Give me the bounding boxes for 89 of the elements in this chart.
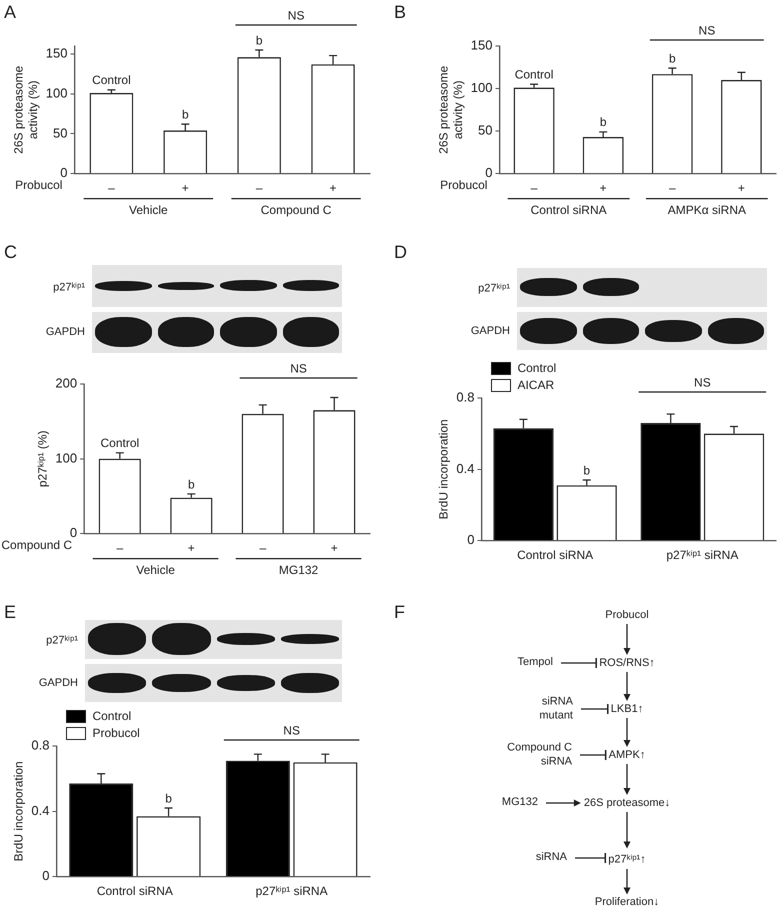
y-tick-label: 0	[60, 165, 68, 180]
y-tick-label: 0.8	[31, 738, 50, 753]
y-tick-label: 0	[42, 868, 50, 884]
chart-title: D	[394, 242, 407, 263]
legend-label: Probucol	[92, 725, 140, 742]
data-label: b	[165, 791, 172, 806]
x-tick-label: +	[182, 181, 189, 196]
y-tick-label: 0	[70, 525, 78, 540]
legend-label: Control	[92, 708, 132, 725]
y-tick-label: 200	[55, 376, 78, 391]
x-tick-label: p27ᵏⁱᵖ¹ siRNA	[256, 884, 328, 898]
x-tick-label: +	[738, 181, 745, 196]
text: Vehicle	[136, 562, 176, 577]
data-label: b	[182, 107, 189, 122]
text: Compound C siRNA	[506, 741, 572, 769]
text: ROS/RNS↑	[599, 657, 655, 669]
text: NS	[698, 23, 716, 38]
x-tick-label: –	[256, 181, 263, 196]
y-tick-label: 50	[53, 125, 68, 140]
y-axis-title: 26S proteasome activity (%)	[436, 65, 465, 154]
text: p27ᵏⁱᵖ¹	[478, 282, 510, 295]
data-label: b	[583, 463, 590, 478]
text: NS	[290, 361, 307, 376]
x-tick-label: p27ᵏⁱᵖ¹ siRNA	[666, 548, 738, 562]
chart-title: C	[4, 242, 17, 263]
y-tick-label: 150	[46, 46, 68, 61]
text: MG132	[278, 562, 319, 577]
x-tick-label: –	[259, 541, 266, 556]
text: Probucol	[605, 609, 649, 621]
text: F	[394, 602, 405, 623]
x-tick-label: –	[668, 181, 676, 196]
data-label: Control	[514, 68, 554, 82]
text: Probucol	[15, 178, 62, 192]
text: LKB1↑	[610, 703, 644, 715]
text: NS	[288, 8, 304, 22]
x-tick-label: Control siRNA	[517, 548, 594, 562]
text: Compound C	[260, 202, 332, 217]
y-tick-label: 150	[470, 38, 492, 53]
y-tick-label: 100	[55, 450, 78, 466]
text: p27ᵏⁱᵖ¹↑	[608, 852, 646, 866]
text: Compound C	[1, 538, 72, 552]
text: GAPDH	[38, 676, 78, 689]
text: 26S proteasome↓	[584, 797, 670, 809]
text: GAPDH	[470, 324, 510, 337]
chart-title: A	[4, 2, 16, 23]
chart-title: E	[4, 602, 16, 623]
legend-label: AICAR	[517, 377, 554, 394]
data-label: Control	[92, 73, 131, 88]
text: siRNA mutant	[538, 695, 573, 723]
x-tick-label: +	[330, 181, 337, 196]
y-axis-title: BrdU incorporation	[12, 761, 26, 862]
y-axis-title: 26S proteasome activity (%)	[12, 65, 40, 154]
text: p27ᵏⁱᵖ¹	[53, 280, 85, 294]
y-axis-title: BrdU incorporation	[436, 419, 451, 520]
text: Probucol	[440, 178, 488, 192]
y-tick-label: 100	[46, 85, 68, 100]
x-tick-label: +	[600, 181, 607, 196]
y-axis-title: p27ᵏⁱᵖ¹ (%)	[36, 430, 50, 488]
text: MG132	[500, 796, 538, 810]
text: Tempol	[516, 656, 553, 670]
y-tick-label: 0.4	[456, 460, 474, 476]
y-tick-label: 100	[470, 80, 492, 96]
data-label: b	[668, 51, 676, 66]
text: p27ᵏⁱᵖ¹	[46, 634, 78, 647]
x-tick-label: –	[530, 181, 538, 196]
x-tick-label: +	[188, 541, 195, 556]
legend-label: Control	[517, 360, 556, 377]
data-label: Control	[100, 436, 140, 450]
text: AMPK↑	[608, 749, 646, 761]
y-tick-label: 0.8	[456, 390, 474, 405]
text: NS	[283, 723, 300, 738]
text: GAPDH	[46, 326, 85, 338]
x-tick-label: –	[116, 541, 124, 556]
y-tick-label: 50	[478, 122, 492, 138]
y-tick-label: 0	[485, 165, 492, 180]
text: AMPKα siRNA	[668, 202, 746, 217]
data-label: b	[188, 477, 195, 492]
x-tick-label: –	[108, 181, 116, 196]
chart-title: B	[394, 2, 406, 23]
text: NS	[694, 375, 711, 390]
y-tick-label: 0	[467, 532, 474, 548]
data-label: b	[256, 33, 263, 48]
x-tick-label: +	[330, 541, 338, 556]
text: Proliferation↓	[594, 896, 660, 908]
text: Control siRNA	[530, 202, 607, 217]
text: siRNA	[534, 851, 567, 865]
y-tick-label: 0.4	[31, 802, 50, 818]
data-label: b	[600, 115, 607, 130]
text: Vehicle	[129, 202, 168, 217]
